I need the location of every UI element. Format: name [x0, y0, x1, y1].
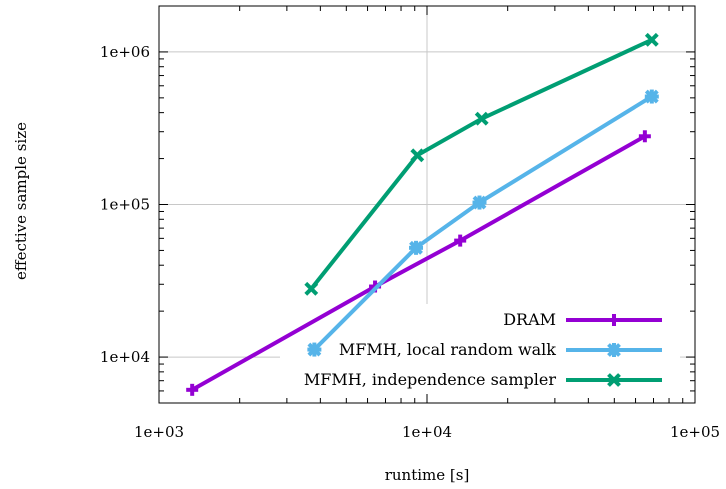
data-point: [304, 281, 319, 296]
legend-marker: [608, 314, 620, 326]
legend-entry: MFMH, independence sampler: [304, 370, 662, 389]
data-point: [410, 148, 425, 163]
data-point: [638, 130, 651, 143]
x-tick-label: 1e+03: [134, 423, 184, 441]
legend-marker: [607, 343, 621, 357]
data-point: [474, 111, 489, 126]
legend-marker: [607, 373, 621, 387]
data-point: [409, 240, 424, 255]
y-tick-label: 1e+05: [100, 196, 150, 214]
grid: [159, 6, 695, 358]
data-point: [644, 89, 659, 104]
data-point: [307, 342, 322, 357]
y-tick-label: 1e+06: [100, 43, 150, 61]
legend-entry: MFMH, local random walk: [339, 340, 662, 359]
x-axis-label: runtime [s]: [385, 466, 470, 484]
legend-entry: DRAM: [503, 310, 662, 329]
legend-label: MFMH, independence sampler: [304, 370, 556, 389]
legend-label: DRAM: [503, 310, 556, 329]
data-point: [644, 32, 659, 47]
y-axis-label: effective sample size: [12, 122, 30, 280]
series-0: [186, 130, 651, 396]
y-tick-label: 1e+04: [100, 348, 150, 366]
series-2: [304, 32, 659, 296]
legend: DRAM MFMH, local random walk MFMH, indepen…: [304, 310, 662, 389]
series-line: [309, 37, 653, 291]
x-tick-labels: 1e+03 1e+04 1e+05: [134, 423, 720, 441]
data-point: [454, 234, 467, 247]
x-tick-label: 1e+04: [402, 423, 452, 441]
series-1: [307, 89, 659, 357]
series-line: [191, 134, 646, 392]
legend-label: MFMH, local random walk: [339, 340, 556, 359]
series-layer: [186, 32, 659, 396]
data-point: [472, 195, 487, 210]
plot-frame: [158, 5, 696, 404]
data-point: [186, 383, 199, 396]
x-tick-label: 1e+05: [670, 423, 720, 441]
series-line: [312, 94, 653, 352]
y-tick-labels: 1e+04 1e+05 1e+06: [100, 43, 150, 366]
